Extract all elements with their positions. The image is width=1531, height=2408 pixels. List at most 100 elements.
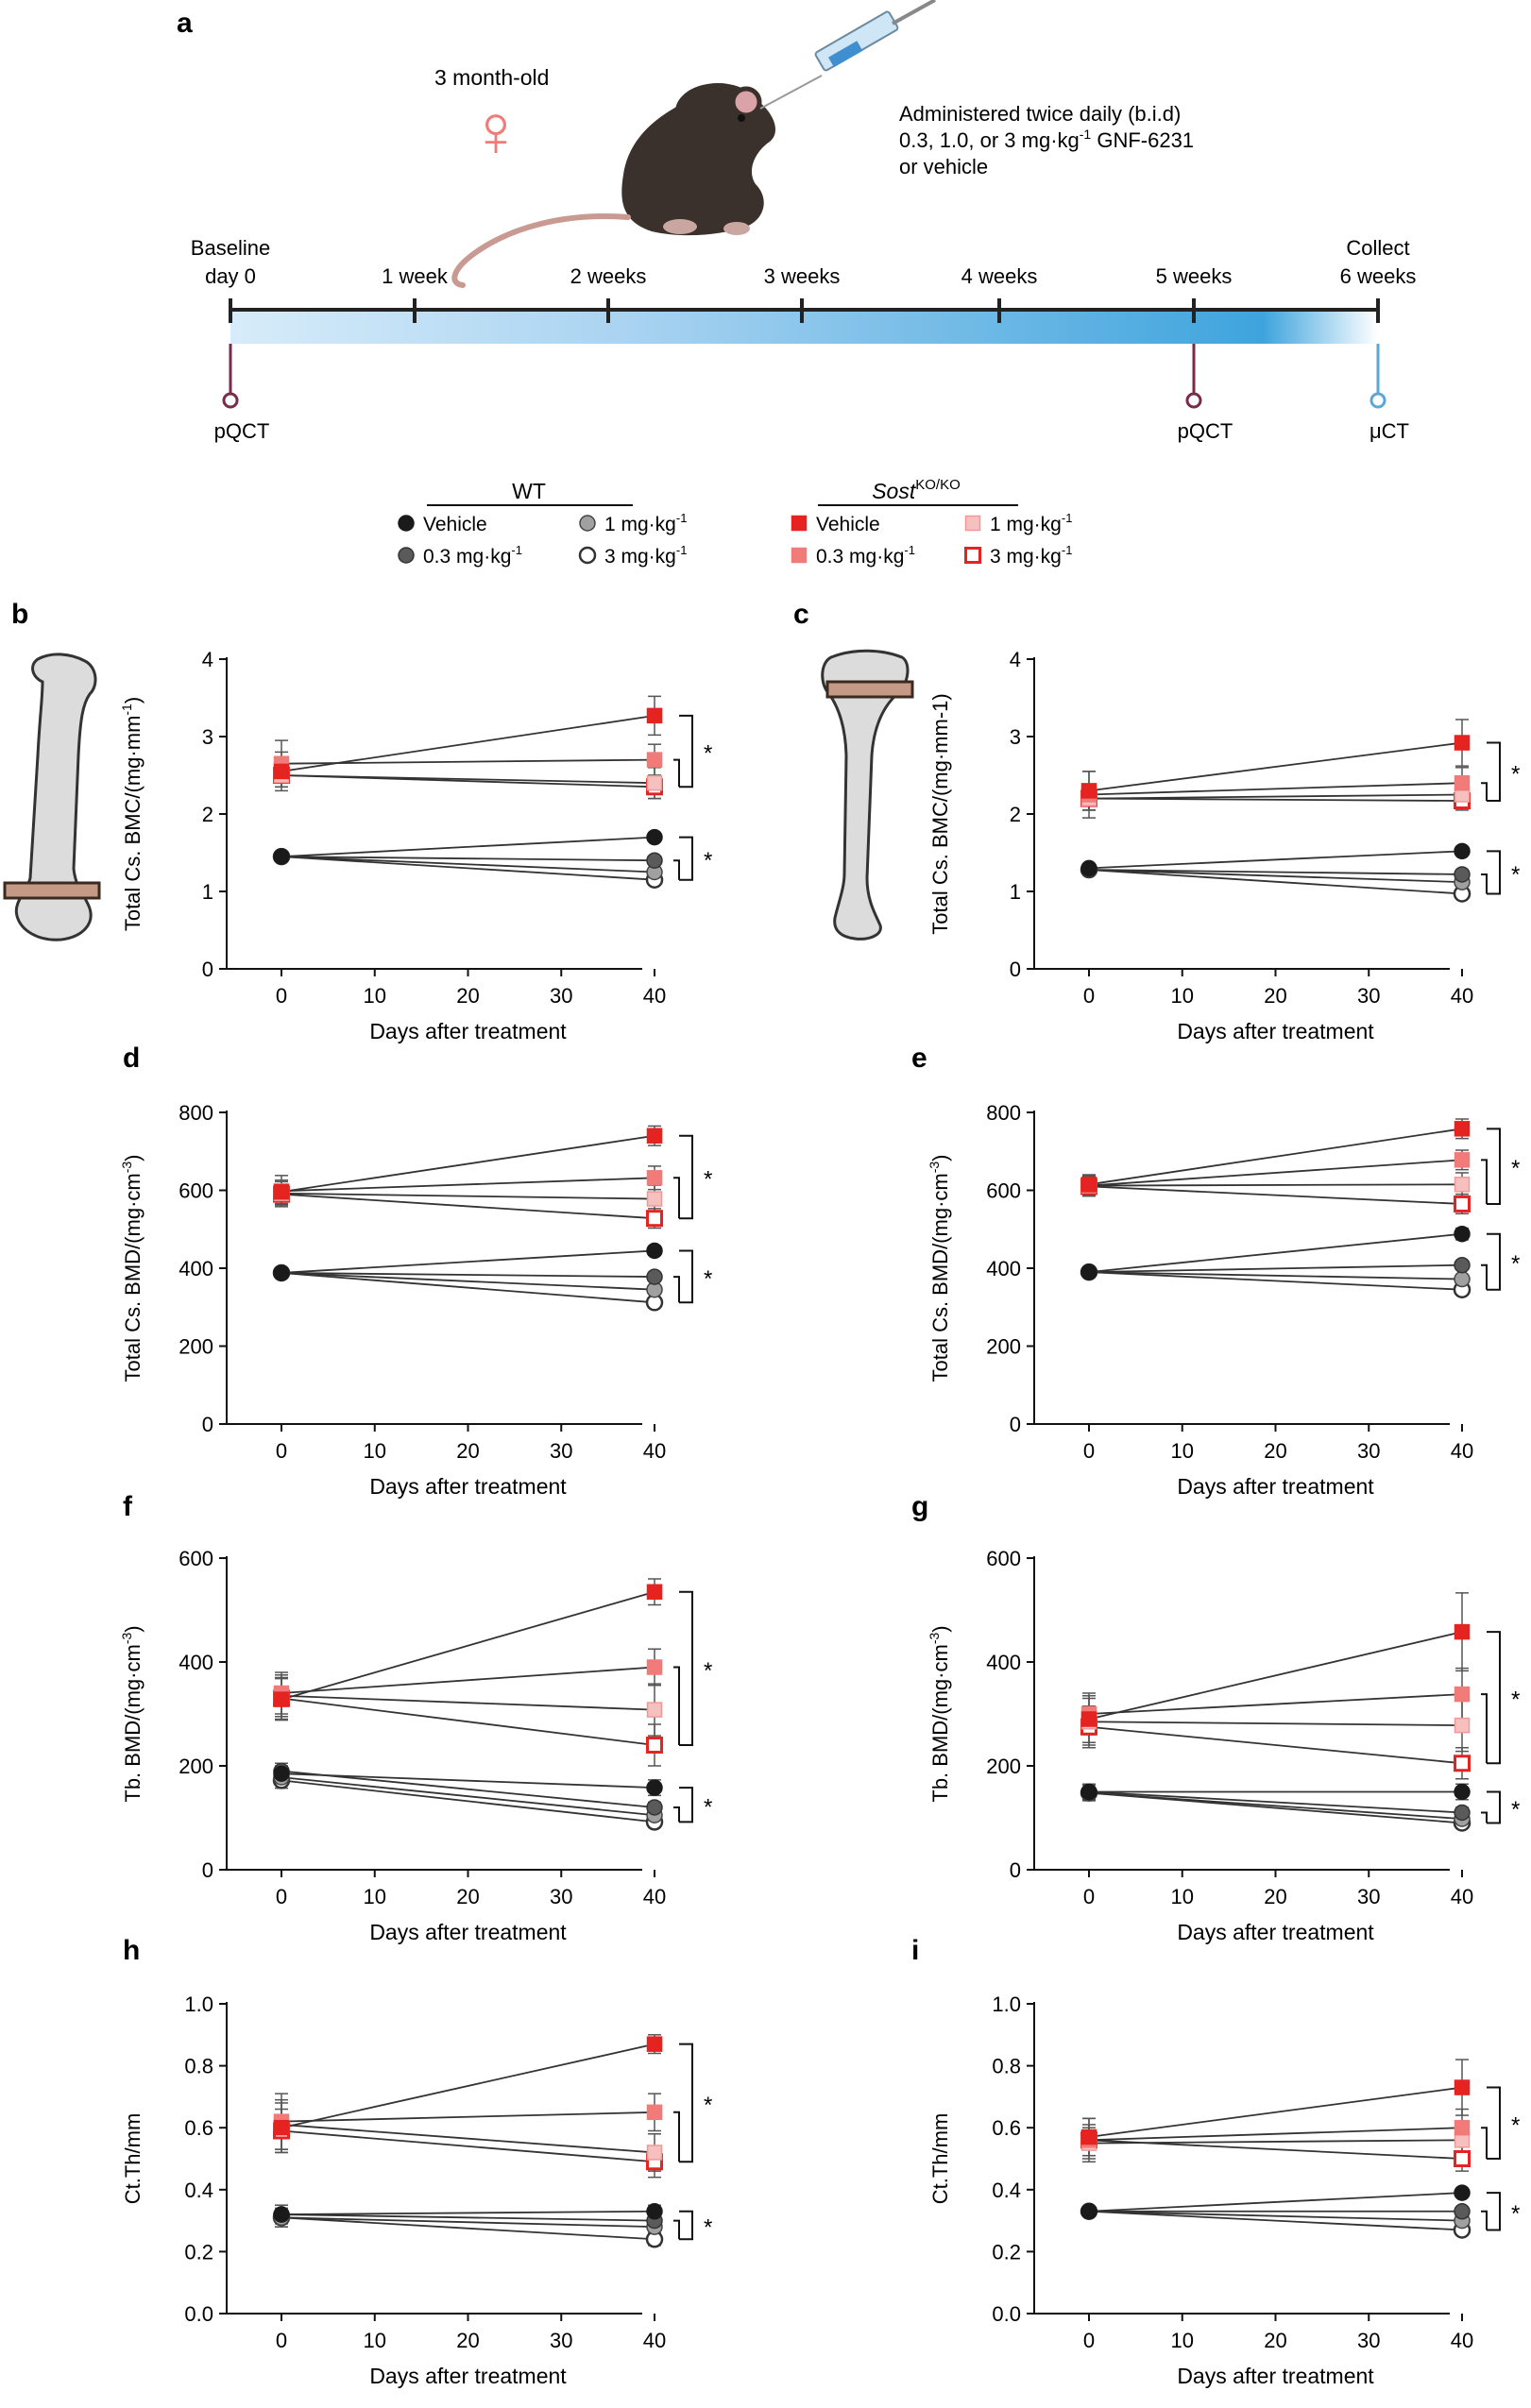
series-c-0 bbox=[1082, 846, 1469, 873]
data-point-e-4-0 bbox=[1080, 1177, 1097, 1193]
data-point-i-7-1 bbox=[1454, 2150, 1471, 2167]
panel-letter-b: b bbox=[11, 599, 28, 630]
data-point-g-4-0 bbox=[1080, 1711, 1097, 1727]
series-line-e-2 bbox=[1088, 1271, 1463, 1280]
y-tick-label-e-3: 600 bbox=[986, 1179, 1021, 1203]
data-point-b-0-0 bbox=[273, 848, 290, 865]
legend-ko-sup-3: -1 bbox=[1062, 543, 1073, 557]
series-g-7 bbox=[1082, 1705, 1469, 1780]
sig-star-b-1: * bbox=[704, 848, 712, 873]
legend-ko-text-1: 0.3 mg·kg bbox=[816, 546, 904, 568]
admin-line-2: 0.3, 1.0, or 3 mg·kg-1 GNF-6231 bbox=[899, 127, 1194, 152]
x-tick-label-f-2: 20 bbox=[456, 1885, 479, 1908]
legend-wt-sup-3: -1 bbox=[676, 543, 688, 557]
series-line-h-5 bbox=[281, 2111, 655, 2123]
sig-bracket-f-1 bbox=[679, 1787, 693, 1823]
x-tick-label-c-2: 20 bbox=[1264, 984, 1286, 1008]
sig-bracket-g-0 bbox=[1487, 1631, 1501, 1765]
panel-letter-g: g bbox=[911, 1491, 928, 1522]
x-tick-label-d-4: 40 bbox=[643, 1439, 666, 1463]
y-label-d: Total Cs. BMD/(mg·cm-3) bbox=[119, 1154, 145, 1382]
y-tick-label-f-1: 200 bbox=[179, 1755, 213, 1778]
data-point-c-1-1 bbox=[1454, 866, 1471, 883]
y-tick-label-i-3: 0.6 bbox=[992, 2116, 1021, 2140]
y-label-h: Ct.Th/mm bbox=[121, 2113, 145, 2205]
timeline-label-4: 4 weeks bbox=[961, 264, 1038, 288]
sig-bracket-c-0 bbox=[1487, 741, 1501, 803]
data-point-e-4-1 bbox=[1454, 1121, 1471, 1137]
series-line-h-2 bbox=[281, 2216, 655, 2229]
x-label-b: Days after treatment bbox=[369, 1019, 567, 1043]
series-line-e-6 bbox=[1088, 1183, 1463, 1187]
y-tick-label-h-1: 0.2 bbox=[184, 2240, 213, 2264]
data-point-d-7-1 bbox=[646, 1210, 663, 1228]
series-line-e-5 bbox=[1088, 1159, 1463, 1187]
series-h-7 bbox=[275, 2108, 661, 2179]
series-h-1 bbox=[275, 2204, 661, 2228]
timeline-label-3: 3 weeks bbox=[764, 264, 841, 288]
y-label-main-e: Total Cs. BMD/(mg·cm bbox=[928, 1173, 952, 1382]
data-point-h-0-1 bbox=[646, 2203, 663, 2220]
legend-wt-marker-1 bbox=[398, 547, 415, 564]
series-line-i-7 bbox=[1088, 2139, 1463, 2160]
y-tick-label-g-2: 400 bbox=[986, 1651, 1021, 1674]
series-line-b-1 bbox=[281, 856, 655, 862]
sig-inner-bracket-i-1 bbox=[1481, 2210, 1488, 2230]
series-line-g-5 bbox=[1088, 1693, 1463, 1715]
series-line-d-2 bbox=[281, 1272, 655, 1291]
x-tick-label-g-4: 40 bbox=[1451, 1885, 1473, 1908]
series-line-h-3 bbox=[281, 2216, 655, 2241]
timeline-label-2: 2 weeks bbox=[570, 264, 647, 288]
series-line-c-4 bbox=[1088, 741, 1463, 792]
y-tick-label-c-0: 0 bbox=[1010, 958, 1021, 981]
x-tick-label-b-3: 30 bbox=[550, 984, 572, 1008]
x-tick-label-i-1: 10 bbox=[1171, 2329, 1194, 2352]
data-point-g-4-1 bbox=[1454, 1623, 1471, 1640]
y-label-end-g: ) bbox=[928, 1625, 952, 1632]
x-tick-label-c-0: 0 bbox=[1083, 984, 1095, 1008]
y-tick-label-c-4: 4 bbox=[1010, 648, 1021, 671]
x-tick-label-c-1: 10 bbox=[1171, 984, 1194, 1008]
y-label-main-g: Tb. BMD/(mg·cm bbox=[928, 1644, 952, 1802]
legend-ko-text-0: Vehicle bbox=[816, 514, 880, 535]
data-point-c-4-0 bbox=[1080, 783, 1097, 799]
panel-letter-e: e bbox=[911, 1043, 927, 1074]
series-line-i-2 bbox=[1088, 2210, 1463, 2222]
x-tick-label-d-2: 20 bbox=[456, 1439, 479, 1463]
y-tick-label-g-3: 600 bbox=[986, 1547, 1021, 1570]
y-tick-label-c-2: 2 bbox=[1010, 803, 1021, 826]
femur-icon bbox=[3, 653, 101, 941]
series-i-7 bbox=[1082, 2124, 1469, 2172]
sig-inner-bracket-g-1 bbox=[1481, 1811, 1488, 1823]
data-point-g-1-1 bbox=[1454, 1804, 1471, 1822]
series-c-5 bbox=[1082, 767, 1469, 819]
sig-star-e-1: * bbox=[1511, 1251, 1520, 1277]
data-point-e-0-0 bbox=[1080, 1263, 1097, 1280]
series-line-f-1 bbox=[281, 1770, 655, 1808]
sig-inner-bracket-h-1 bbox=[673, 2219, 680, 2240]
x-tick-label-i-2: 20 bbox=[1264, 2329, 1286, 2352]
data-point-h-4-0 bbox=[273, 2119, 290, 2136]
data-point-i-4-1 bbox=[1454, 2079, 1471, 2095]
x-tick-label-b-4: 40 bbox=[643, 984, 666, 1008]
sig-bracket-h-0 bbox=[679, 2043, 693, 2163]
sig-inner-bracket-b-0 bbox=[673, 758, 680, 788]
series-line-g-1 bbox=[1088, 1790, 1463, 1814]
y-tick-label-h-2: 0.4 bbox=[184, 2179, 213, 2202]
legend-wt-text-2: 1 mg·kg bbox=[604, 514, 676, 535]
y-label-c: Total Cs. BMC/(mg·mm-1) bbox=[928, 693, 952, 934]
y-tick-label-i-1: 0.2 bbox=[992, 2240, 1021, 2264]
sig-star-d-1: * bbox=[704, 1266, 712, 1292]
data-point-e-2-1 bbox=[1454, 1270, 1471, 1288]
data-point-c-4-1 bbox=[1454, 735, 1471, 751]
chart-d: d 0 200 400 600 800 0 10 20 30 40 Days after treatm… bbox=[119, 1043, 712, 1499]
y-tick-label-d-1: 200 bbox=[179, 1335, 213, 1359]
x-tick-label-e-0: 0 bbox=[1083, 1439, 1095, 1463]
data-point-f-6-1 bbox=[646, 1702, 663, 1718]
y-tick-label-d-0: 0 bbox=[202, 1413, 213, 1436]
series-g-1 bbox=[1082, 1783, 1469, 1819]
x-label-h: Days after treatment bbox=[369, 2364, 567, 2388]
x-label-c: Days after treatment bbox=[1177, 1019, 1374, 1043]
panel-letter-c: c bbox=[793, 599, 809, 630]
sig-inner-bracket-b-1 bbox=[673, 859, 680, 880]
